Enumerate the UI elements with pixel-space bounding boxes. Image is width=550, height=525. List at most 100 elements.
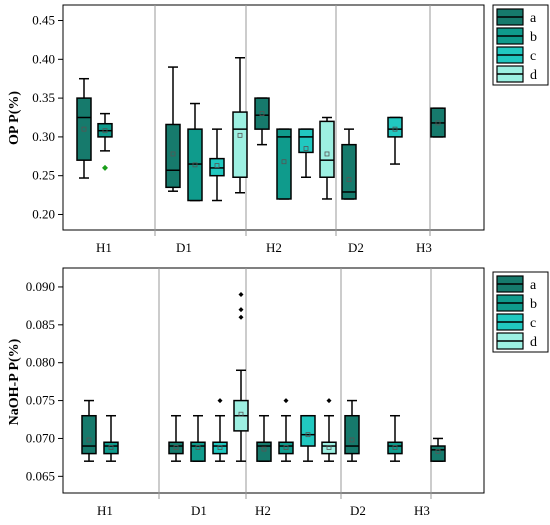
mean-marker: [281, 159, 287, 165]
naoh-boxplot-panel: NaOH-P P(%) 0.065 0.070 0.075 0.080 0.085 0.0…: [7, 267, 549, 518]
mean-marker: [349, 437, 355, 443]
group-label-d1: D1: [191, 503, 207, 518]
box-d1-d: [232, 57, 248, 194]
box-body: [321, 441, 337, 455]
group-label-d1: D1: [176, 240, 192, 255]
mean-marker: [86, 437, 92, 443]
y-tick-label: 0.25: [32, 168, 55, 183]
mean-marker: [392, 126, 398, 132]
legend-label-d: d: [530, 335, 537, 350]
mean-marker: [303, 146, 309, 151]
box-h3-c: [387, 116, 403, 165]
mean-marker: [102, 128, 108, 134]
legend-label-c: c: [530, 316, 536, 331]
legend-label-c: c: [530, 49, 536, 64]
box-body: [278, 441, 294, 455]
outlier-point: [238, 314, 244, 320]
mean-marker: [108, 445, 114, 450]
mean-marker: [435, 120, 441, 126]
box-h2-b: [278, 398, 294, 462]
outlier-point: [283, 398, 289, 404]
y-tick-label: 0.065: [26, 468, 55, 483]
mean-marker: [195, 445, 201, 450]
y-tick-label: 0.45: [32, 13, 55, 28]
box-d1-c: [212, 398, 228, 462]
box-body: [76, 97, 92, 161]
mean-marker: [214, 163, 220, 169]
box-body: [190, 441, 206, 462]
box-h1-a: [81, 399, 97, 462]
y-tick-label: 0.40: [32, 51, 55, 66]
mean-marker: [346, 177, 352, 182]
box-h3-a: [430, 437, 446, 462]
box-h2-a: [254, 97, 270, 146]
box-d2-a: [341, 128, 357, 200]
box-body: [103, 441, 119, 455]
legend-label-d: d: [530, 68, 537, 83]
box-body: [256, 441, 272, 462]
box-body: [387, 441, 403, 455]
mean-marker: [324, 151, 330, 157]
mean-marker: [238, 411, 244, 417]
op-plot-frame: [62, 4, 485, 231]
box-body: [187, 128, 203, 202]
mean-marker: [192, 162, 198, 168]
group-label-d2: D2: [350, 503, 366, 518]
naoh-plot-frame: [62, 267, 485, 494]
legend-label-b: b: [530, 297, 537, 312]
y-tick-label: 0.20: [32, 206, 55, 221]
y-tick-label: 0.090: [26, 279, 55, 294]
legend-label-b: b: [530, 30, 537, 45]
mean-marker: [170, 151, 176, 157]
op-boxplot-panel: OP P(%) 0.20 0.25 0.30 0.35 0.40 0.45 H1 D1 H2 D…: [7, 4, 549, 255]
box-h3-a: [430, 107, 446, 138]
mean-marker: [283, 445, 289, 450]
mean-marker: [305, 432, 311, 438]
box-h1-b: [97, 112, 113, 171]
box-body: [344, 414, 360, 455]
box-body: [341, 143, 357, 200]
box-h1-a: [76, 77, 92, 179]
y-tick-label: 0.35: [32, 90, 55, 105]
outlier-point: [238, 292, 244, 298]
legend-label-a: a: [530, 11, 537, 26]
op-y-axis-label: OP P(%): [7, 91, 22, 145]
box-h2-b: [276, 128, 292, 200]
box-h1-b: [103, 414, 119, 462]
box-body: [300, 414, 316, 447]
group-label-h3: H3: [416, 240, 432, 255]
y-tick-label: 0.070: [26, 430, 55, 445]
box-body: [254, 97, 270, 130]
box-body: [298, 128, 314, 154]
box-body: [209, 157, 225, 177]
box-d1-d: [233, 292, 249, 462]
box-body: [212, 441, 228, 455]
mean-marker: [237, 132, 243, 138]
outlier-point: [102, 164, 108, 171]
naoh-y-axis-label: NaOH-P P(%): [7, 338, 22, 425]
box-d2-a: [344, 399, 360, 462]
mean-marker: [259, 111, 265, 117]
mean-marker: [326, 445, 332, 450]
box-body: [168, 441, 184, 455]
mean-marker: [435, 448, 441, 454]
box-d1-b: [187, 102, 203, 202]
box-h2-c: [300, 414, 316, 462]
box-d1-a: [168, 414, 184, 462]
box-h2-d: [319, 116, 335, 200]
legend-label-a: a: [530, 278, 537, 293]
box-d1-c: [209, 128, 225, 202]
box-body: [232, 111, 248, 178]
group-label-h1: H1: [96, 240, 112, 255]
box-h2-a: [256, 414, 272, 462]
group-label-h2: H2: [266, 240, 282, 255]
box-d1-a: [165, 66, 181, 192]
group-label-h3: H3: [414, 503, 430, 518]
group-label-d2: D2: [348, 240, 364, 255]
box-body: [319, 120, 335, 178]
box-h2-c: [298, 128, 314, 178]
mean-marker: [217, 445, 223, 450]
outlier-point: [326, 398, 332, 404]
mean-marker: [173, 445, 179, 450]
